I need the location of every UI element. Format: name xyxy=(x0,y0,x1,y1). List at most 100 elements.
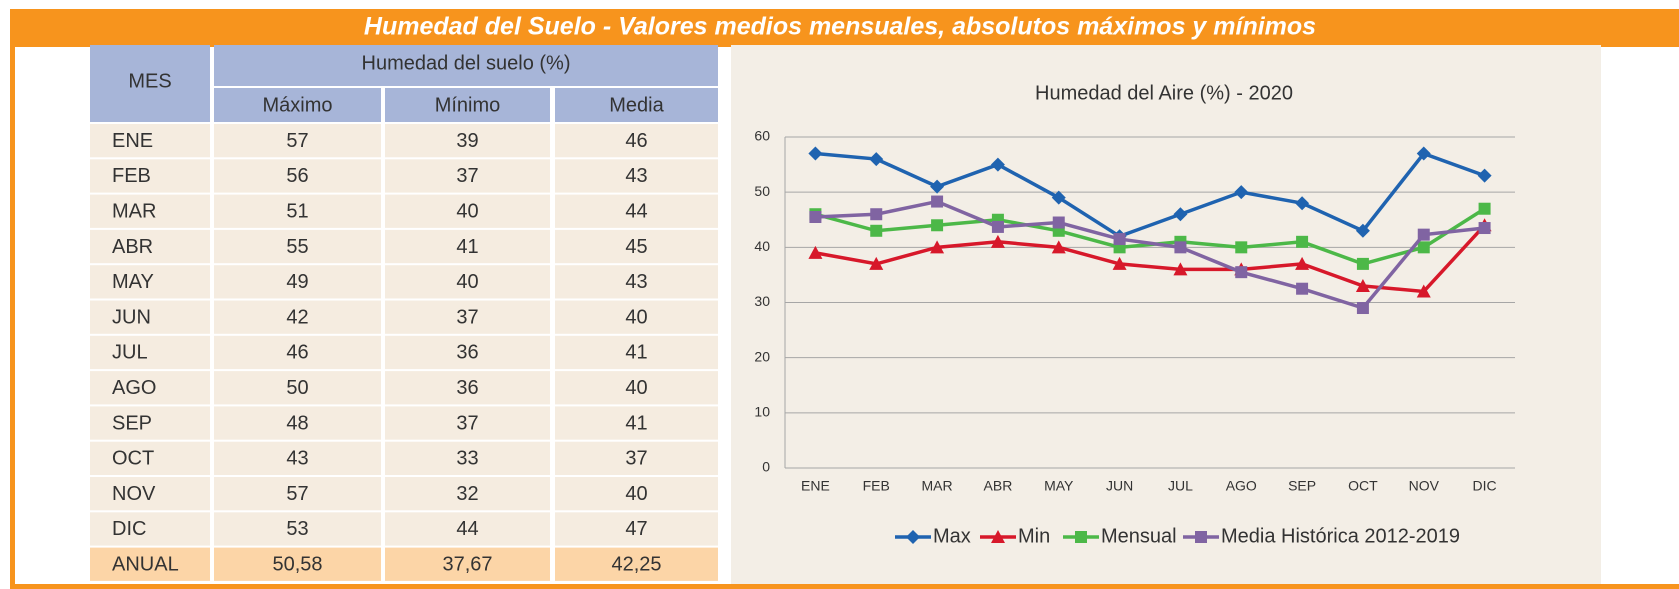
table-cell xyxy=(385,547,550,581)
table-cell xyxy=(214,159,381,193)
table-cell xyxy=(555,300,718,334)
cell-text: DIC xyxy=(112,518,146,540)
series-line xyxy=(815,224,1486,294)
x-tick-label: AGO xyxy=(1226,478,1257,494)
table-cell xyxy=(90,194,210,228)
cell-text: 40 xyxy=(625,483,647,505)
x-tick-label: JUL xyxy=(1168,478,1193,494)
cell-text: SEP xyxy=(112,412,152,434)
cell-text: 50 xyxy=(286,377,308,399)
point xyxy=(1417,241,1430,254)
point xyxy=(1355,223,1370,238)
point xyxy=(1113,233,1126,246)
legend-label: Max xyxy=(933,525,971,547)
table-cell xyxy=(385,300,550,334)
frame-bottom xyxy=(10,584,1679,589)
table-cell xyxy=(385,124,550,158)
table-cell xyxy=(214,124,381,158)
cell-text: 42,25 xyxy=(611,554,661,576)
header-cell xyxy=(555,88,718,122)
cell-text: 40 xyxy=(456,271,478,293)
table-cell xyxy=(214,194,381,228)
y-tick-label: 50 xyxy=(754,183,770,199)
legend-marker xyxy=(1075,531,1087,543)
point xyxy=(1477,168,1492,183)
point xyxy=(1234,185,1249,200)
cell-text: 37 xyxy=(456,165,478,187)
table-cell xyxy=(385,159,550,193)
point xyxy=(1235,241,1248,254)
legend-marker xyxy=(1195,531,1207,543)
cell-text: 44 xyxy=(625,201,647,223)
cell-text: 48 xyxy=(286,412,308,434)
cell-text: 41 xyxy=(456,236,478,258)
point xyxy=(1052,216,1065,229)
table-cell xyxy=(214,300,381,334)
x-tick-label: NOV xyxy=(1409,478,1440,494)
point xyxy=(990,234,1005,248)
cell-text: 36 xyxy=(456,342,478,364)
table-cell xyxy=(214,265,381,299)
cell-text: 36 xyxy=(456,377,478,399)
cell-text: 40 xyxy=(625,377,647,399)
point xyxy=(1296,282,1309,295)
cell-text: FEB xyxy=(112,165,151,187)
cell-text: 45 xyxy=(625,236,647,258)
x-tick-label: ENE xyxy=(801,478,830,494)
y-tick-label: 30 xyxy=(754,293,770,309)
cell-text: 37 xyxy=(456,306,478,328)
cell-text: 37 xyxy=(625,448,647,470)
point xyxy=(1112,256,1127,270)
cell-text: 39 xyxy=(456,130,478,152)
table-cell xyxy=(90,406,210,440)
table-cell xyxy=(90,159,210,193)
table-cell xyxy=(90,335,210,370)
point xyxy=(991,220,1004,233)
table-cell xyxy=(385,477,550,511)
point xyxy=(931,195,944,208)
point xyxy=(1417,228,1430,241)
point xyxy=(870,208,883,221)
table-cell xyxy=(214,335,381,370)
cell-text: 37,67 xyxy=(442,554,492,576)
point xyxy=(869,152,884,167)
legend-label: Mensual xyxy=(1101,525,1177,547)
cell-text: ENE xyxy=(112,130,153,152)
legend-label: Media Histórica 2012-2019 xyxy=(1221,525,1460,547)
table-cell xyxy=(555,159,718,193)
table-cell xyxy=(385,406,550,440)
cell-text: 53 xyxy=(286,518,308,540)
point xyxy=(809,210,822,223)
point xyxy=(1356,302,1369,315)
y-tick-label: 20 xyxy=(754,348,770,364)
table-cell xyxy=(385,512,550,546)
table-cell xyxy=(90,124,210,158)
point xyxy=(808,146,823,161)
point xyxy=(930,240,945,254)
x-tick-label: FEB xyxy=(863,478,890,494)
x-tick-label: MAY xyxy=(1044,478,1074,494)
header-text: Mínimo xyxy=(435,94,501,116)
cell-text: 44 xyxy=(456,518,478,540)
point xyxy=(931,219,944,232)
point xyxy=(990,157,1005,172)
y-tick-label: 10 xyxy=(754,404,770,420)
cell-text: NOV xyxy=(112,483,156,505)
cell-text: 49 xyxy=(286,271,308,293)
cell-text: JUN xyxy=(112,306,151,328)
page-title: Humedad del Suelo - Valores medios mensu… xyxy=(364,13,1316,41)
cell-text: 46 xyxy=(625,130,647,152)
table-cell xyxy=(385,194,550,228)
point xyxy=(1478,202,1491,215)
x-tick-label: DIC xyxy=(1473,478,1497,494)
header-cell xyxy=(214,88,381,122)
table-cell xyxy=(555,406,718,440)
table-cell xyxy=(214,229,381,264)
chart-panel xyxy=(731,45,1601,584)
point xyxy=(1295,256,1310,270)
chart-title: Humedad del Aire (%) - 2020 xyxy=(1035,82,1293,104)
frame-left xyxy=(10,9,15,589)
header-text: Media xyxy=(609,94,664,116)
cell-text: 40 xyxy=(456,201,478,223)
cell-text: JUL xyxy=(112,342,148,364)
